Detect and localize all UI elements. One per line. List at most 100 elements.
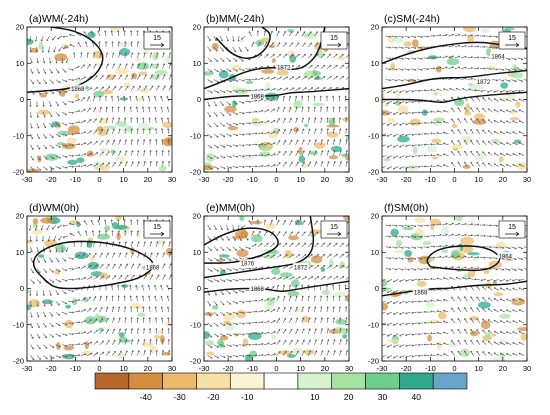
wind-arrowhead xyxy=(290,150,293,153)
wind-arrowhead xyxy=(216,146,219,149)
wind-arrowhead xyxy=(420,224,423,227)
wind-arrowhead xyxy=(223,269,226,272)
wind-arrowhead xyxy=(408,68,410,71)
wind-vector xyxy=(506,353,512,356)
contour-line xyxy=(27,27,104,93)
wind-vector xyxy=(68,79,74,81)
shading-patch xyxy=(427,334,433,342)
wind-arrowhead xyxy=(216,59,219,62)
wind-vector xyxy=(232,79,239,82)
wind-arrowhead xyxy=(222,303,225,306)
shading-patch xyxy=(239,216,245,222)
wind-arrowhead xyxy=(284,161,287,164)
wind-arrowhead xyxy=(487,319,490,322)
wind-vector xyxy=(232,57,238,62)
wind-arrowhead xyxy=(411,122,414,125)
wind-arrowhead xyxy=(457,339,460,342)
wind-arrowhead xyxy=(471,223,473,226)
wind-vector xyxy=(482,296,487,302)
wind-arrowhead xyxy=(430,343,433,346)
wind-arrowhead xyxy=(439,66,442,69)
wind-arrowhead xyxy=(273,119,276,122)
wind-arrowhead xyxy=(451,151,453,154)
wind-vector xyxy=(257,231,261,237)
wind-arrowhead xyxy=(32,169,35,172)
wind-vector xyxy=(301,339,305,345)
wind-arrowhead xyxy=(308,306,311,309)
wind-vector xyxy=(30,68,34,74)
wind-vector xyxy=(326,276,332,280)
wind-vector xyxy=(345,254,349,258)
contour-line xyxy=(382,280,527,297)
wind-arrowhead xyxy=(482,162,485,165)
wind-vector xyxy=(320,76,326,80)
wind-arrowhead xyxy=(90,30,93,33)
wind-arrowhead xyxy=(470,307,473,310)
wind-arrowhead xyxy=(100,306,103,309)
wind-arrowhead xyxy=(339,328,342,331)
wind-vector xyxy=(470,307,474,313)
wind-arrowhead xyxy=(518,90,521,93)
wind-arrowhead xyxy=(118,52,121,55)
wind-vector xyxy=(55,68,60,74)
shading-patch xyxy=(258,146,273,152)
wind-arrowhead xyxy=(168,241,171,244)
wind-arrowhead xyxy=(506,331,508,334)
wind-arrowhead xyxy=(296,350,299,353)
wind-arrowhead xyxy=(470,328,473,331)
wind-vector xyxy=(295,231,300,237)
wind-vector xyxy=(301,254,307,258)
wind-arrowhead xyxy=(452,44,454,47)
wind-vector xyxy=(382,322,386,325)
wind-arrowhead xyxy=(235,69,238,72)
wind-vector xyxy=(49,144,54,149)
wind-arrowhead xyxy=(414,236,417,239)
wind-arrowhead xyxy=(221,293,224,295)
wind-arrowhead xyxy=(483,256,486,259)
wind-vector xyxy=(518,142,524,146)
shading-patch xyxy=(474,152,484,162)
wind-arrowhead xyxy=(236,134,239,137)
wind-vector xyxy=(93,129,98,135)
wind-arrowhead xyxy=(430,310,433,313)
wind-vector xyxy=(36,166,41,171)
wind-vector xyxy=(124,74,128,80)
wind-vector xyxy=(156,85,160,91)
shading-patch xyxy=(32,218,39,225)
wind-arrowhead xyxy=(261,298,264,301)
wind-vector xyxy=(238,46,242,52)
wind-arrowhead xyxy=(457,350,460,353)
wind-arrowhead xyxy=(464,339,466,342)
wind-vector xyxy=(289,95,291,102)
wind-arrowhead xyxy=(72,278,74,281)
wind-arrowhead xyxy=(252,41,255,44)
wind-arrowhead xyxy=(107,151,110,154)
wind-arrowhead xyxy=(261,98,264,101)
wind-vector xyxy=(301,87,307,91)
shading-patch xyxy=(336,56,346,61)
wind-arrowhead xyxy=(457,329,460,331)
wind-vector xyxy=(393,322,399,326)
wind-arrowhead xyxy=(408,225,410,228)
wind-arrowhead xyxy=(83,31,86,34)
wind-arrowhead xyxy=(65,90,68,93)
wind-vector xyxy=(93,252,97,258)
wind-arrowhead xyxy=(130,41,133,44)
wind-arrowhead xyxy=(464,150,466,153)
wind-arrowhead xyxy=(101,318,103,321)
wind-vector xyxy=(398,68,404,71)
y-tick-label: -20 xyxy=(190,168,201,177)
wind-arrowhead xyxy=(483,234,486,237)
wind-arrowhead xyxy=(90,330,93,333)
shading-patch xyxy=(330,145,343,153)
shading-patch xyxy=(115,121,127,127)
wind-vector xyxy=(270,219,273,226)
wind-vector xyxy=(430,321,436,324)
wind-vector xyxy=(282,42,287,48)
wind-arrowhead xyxy=(480,90,483,93)
wind-arrowhead xyxy=(72,268,74,271)
wind-arrowhead xyxy=(430,277,433,280)
wind-vector xyxy=(393,290,399,293)
wind-arrowhead xyxy=(113,263,116,266)
